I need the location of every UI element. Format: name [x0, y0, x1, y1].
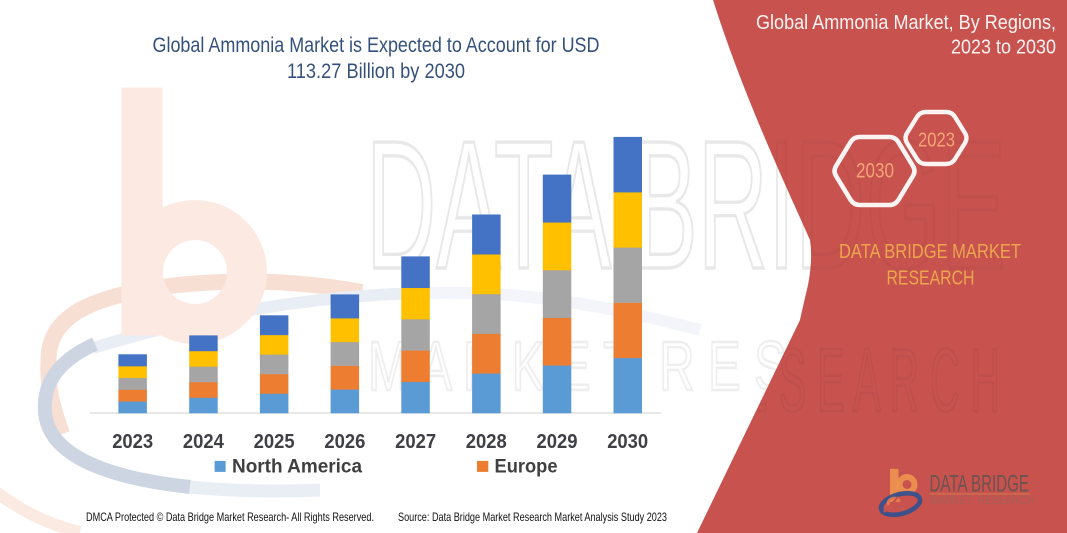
svg-text:2025: 2025 [254, 430, 295, 453]
svg-text:Europe: Europe [495, 457, 558, 478]
svg-text:DATA BRIDGE: DATA BRIDGE [366, 102, 1006, 307]
svg-text:DMCA Protected © Data Bridge M: DMCA Protected © Data Bridge Market Rese… [86, 510, 374, 524]
svg-text:Global Ammonia Market is Expec: Global Ammonia Market is Expected to Acc… [153, 33, 600, 57]
svg-text:113.27 Billion by 2030: 113.27 Billion by 2030 [287, 59, 465, 83]
svg-text:North America: North America [232, 457, 362, 478]
svg-text:2028: 2028 [466, 430, 507, 453]
svg-text:2027: 2027 [395, 430, 436, 453]
svg-text:DATA BRIDGE MARKET: DATA BRIDGE MARKET [839, 240, 1021, 263]
svg-text:2023: 2023 [112, 430, 153, 453]
svg-text:M A R K E T R E S E A R C H: M A R K E T R E S E A R C H [368, 327, 1020, 405]
svg-text:RESEARCH: RESEARCH [887, 267, 975, 290]
svg-text:2023 to 2030: 2023 to 2030 [951, 36, 1056, 59]
svg-text:MARKET RESEARCH: MARKET RESEARCH [930, 495, 1034, 507]
svg-text:2024: 2024 [183, 430, 224, 453]
svg-text:2026: 2026 [324, 430, 365, 453]
svg-text:DATA BRIDGE: DATA BRIDGE [930, 470, 1030, 497]
svg-text:2023: 2023 [918, 129, 955, 152]
svg-text:Source: Data Bridge Market Res: Source: Data Bridge Market Research Mark… [398, 510, 667, 524]
svg-text:Global Ammonia Market, By Regi: Global Ammonia Market, By Regions, [756, 11, 1056, 34]
svg-text:2030: 2030 [856, 160, 894, 183]
svg-text:2029: 2029 [537, 430, 578, 453]
svg-text:2030: 2030 [607, 430, 648, 453]
